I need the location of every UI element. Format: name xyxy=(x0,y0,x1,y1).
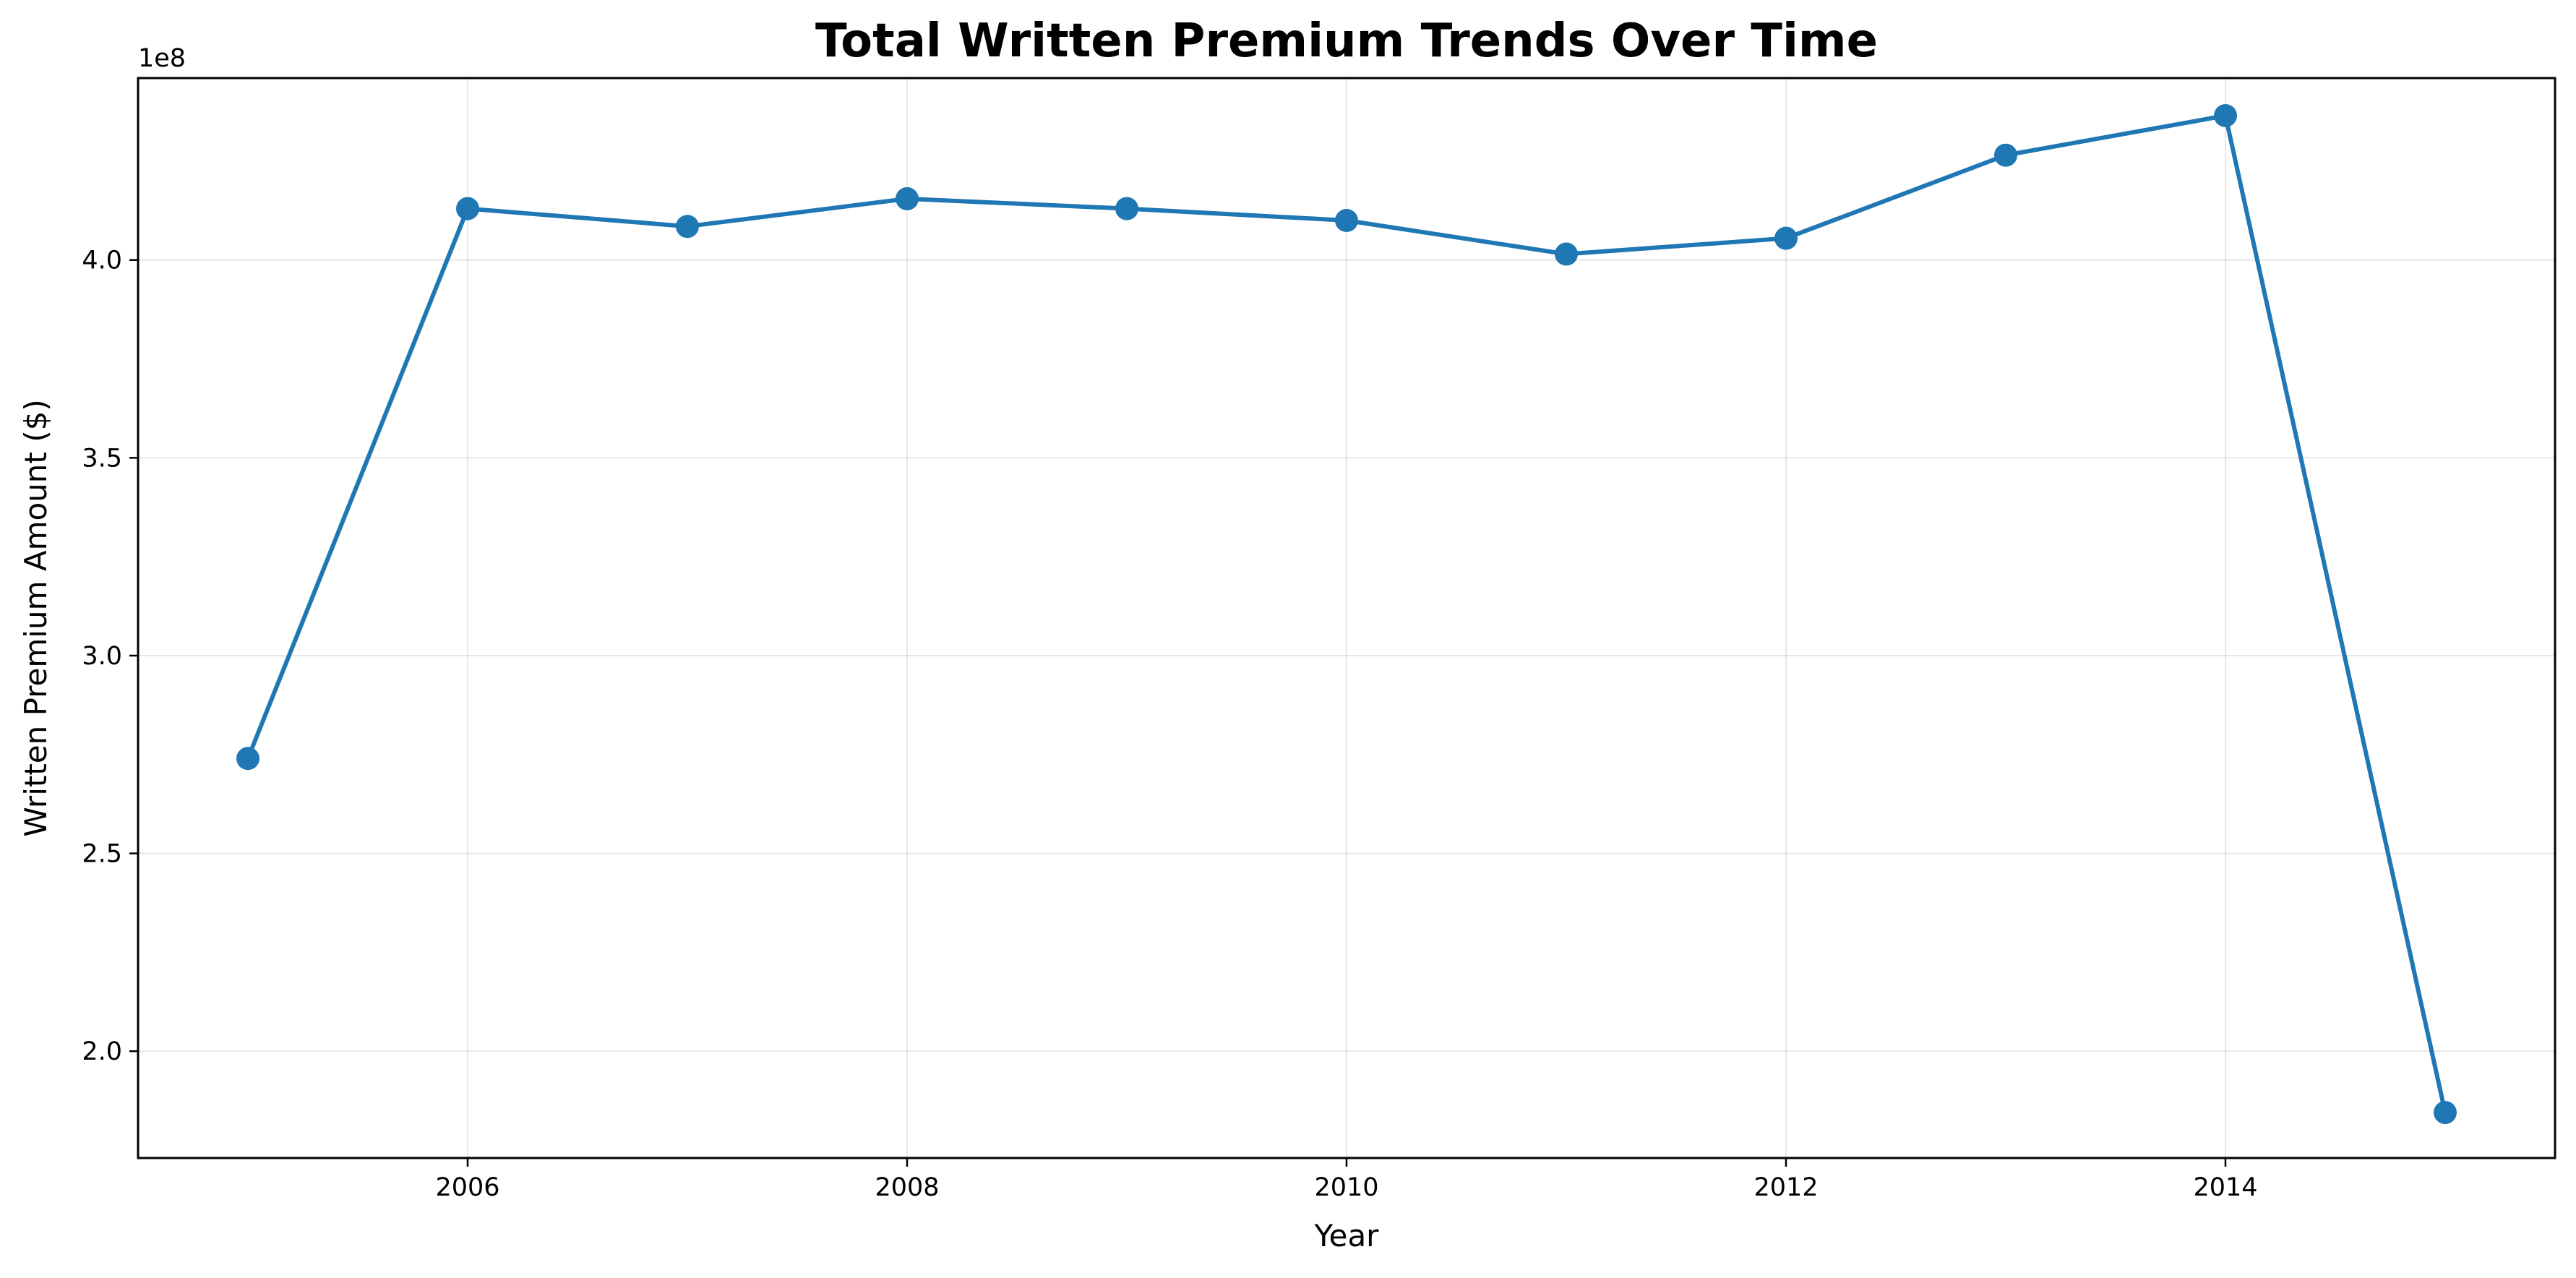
data-point xyxy=(1994,143,2017,167)
data-point xyxy=(1335,209,1358,233)
y-axis-label: Written Premium Amount ($) xyxy=(18,399,53,836)
data-point xyxy=(456,197,479,220)
data-points xyxy=(236,103,2457,1125)
data-point xyxy=(1774,226,1798,250)
grid-lines xyxy=(138,78,2555,1158)
x-axis-label: Year xyxy=(1314,1218,1380,1253)
y-axis-offset-label: 1e8 xyxy=(138,44,186,73)
x-tick-label: 2008 xyxy=(875,1173,939,1202)
y-tick-label: 2.0 xyxy=(82,1037,122,1066)
data-point xyxy=(896,186,919,210)
axis-ticks: 2006 2008 2010 2012 2014 2.0 2.5 3.0 3.5 4.0 xyxy=(82,246,2257,1202)
y-tick-label: 4.0 xyxy=(82,246,122,275)
y-tick-label: 3.0 xyxy=(82,642,122,671)
data-point xyxy=(2214,103,2237,127)
y-tick-label: 3.5 xyxy=(82,444,122,473)
x-tick-label: 2012 xyxy=(1753,1173,1818,1202)
x-tick-label: 2006 xyxy=(435,1173,499,1202)
data-point xyxy=(236,747,259,771)
data-point xyxy=(1115,197,1138,220)
chart-title: Total Written Premium Trends Over Time xyxy=(815,14,1878,68)
x-tick-label: 2014 xyxy=(2193,1173,2257,1202)
data-point xyxy=(1555,242,1578,266)
data-point xyxy=(2434,1101,2457,1125)
x-tick-label: 2010 xyxy=(1314,1173,1378,1202)
y-tick-label: 2.5 xyxy=(82,840,122,869)
data-point xyxy=(676,215,699,239)
